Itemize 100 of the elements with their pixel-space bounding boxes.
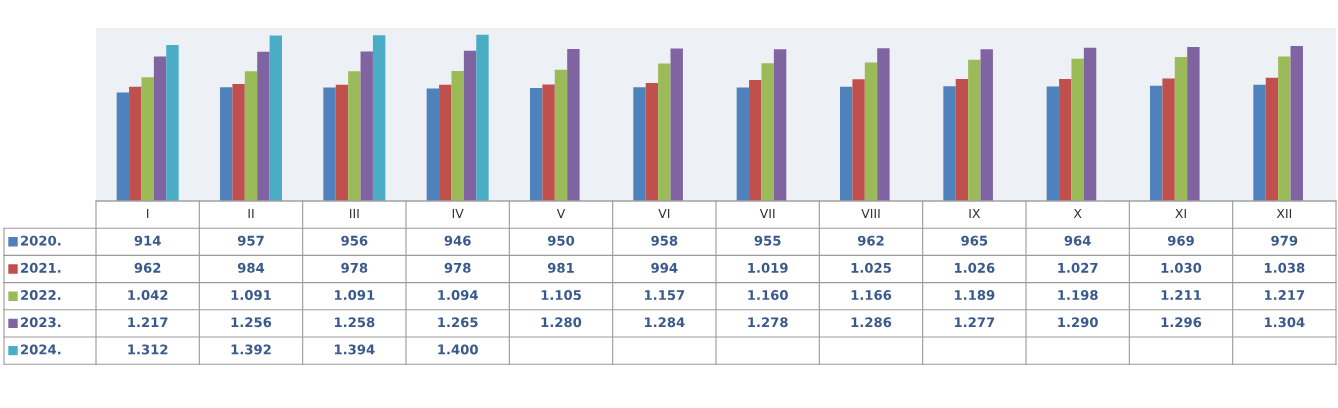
data-label: 958 (651, 235, 678, 246)
data-label: 1.277 (954, 317, 995, 328)
bar (542, 84, 555, 201)
data-label: 1.094 (438, 290, 478, 301)
legend-label: 2024. (21, 344, 61, 355)
bar (323, 87, 336, 201)
x-tick-label: XI (1175, 208, 1186, 219)
x-tick-label: VII (759, 208, 775, 219)
bar (955, 79, 969, 201)
data-label: 1.091 (231, 290, 271, 301)
data-label: 1.166 (851, 290, 892, 301)
data-label: 1.258 (334, 317, 375, 328)
data-label: 1.265 (438, 317, 478, 328)
bar (360, 51, 373, 201)
data-label: 962 (134, 262, 161, 273)
data-label: 1.019 (748, 262, 788, 273)
legend-label: 2023. (21, 317, 61, 328)
data-label: 914 (134, 235, 161, 246)
data-label: 957 (237, 235, 264, 246)
bar (372, 35, 386, 201)
bar (943, 86, 956, 201)
data-label: 1.280 (541, 317, 582, 328)
bar (1187, 47, 1200, 201)
bar (426, 88, 440, 201)
bar (335, 84, 349, 201)
data-label: 969 (1167, 235, 1194, 246)
data-label: 1.157 (644, 290, 685, 301)
bar (761, 63, 774, 201)
bar (257, 51, 270, 201)
bar (658, 63, 671, 201)
bar (269, 35, 282, 201)
bar (244, 71, 258, 201)
x-tick-label: XII (1276, 208, 1292, 219)
data-label: 1.198 (1058, 290, 1098, 301)
data-label: 1.278 (748, 317, 788, 328)
data-label: 964 (1064, 235, 1091, 246)
bar (530, 88, 543, 201)
bar (232, 84, 245, 201)
x-tick-label: X (1073, 208, 1082, 219)
bar (852, 79, 865, 201)
bar (348, 71, 361, 201)
data-label: 1.042 (128, 290, 168, 301)
data-label: 978 (341, 262, 368, 273)
data-label: 946 (444, 235, 471, 246)
data-label: 1.392 (231, 344, 271, 355)
bar (773, 49, 787, 201)
x-tick-label: V (556, 208, 566, 219)
bar (1046, 86, 1060, 201)
bar (1071, 58, 1084, 201)
bar (439, 84, 452, 201)
bar (1162, 78, 1175, 201)
x-tick-label: IX (969, 208, 981, 219)
data-label: 950 (547, 235, 575, 246)
data-label: 984 (237, 262, 265, 273)
bar (554, 69, 568, 201)
data-label: 956 (341, 235, 368, 246)
data-label: 1.160 (748, 290, 788, 301)
bar (1253, 84, 1266, 201)
legend-label: 2021. (21, 262, 61, 273)
data-label: 1.312 (128, 344, 168, 355)
bar (476, 34, 489, 201)
data-label: 965 (961, 235, 988, 246)
bar (864, 62, 878, 201)
bar (1174, 57, 1188, 201)
bar (1150, 85, 1163, 201)
data-label: 962 (857, 235, 884, 246)
bar (645, 82, 659, 201)
data-label: 1.091 (334, 290, 375, 301)
data-label: 1.400 (438, 344, 478, 355)
bar (220, 87, 233, 201)
data-label: 979 (1271, 235, 1298, 246)
bar (567, 48, 580, 201)
data-label: 1.284 (644, 317, 685, 328)
data-label: 978 (444, 262, 471, 273)
data-label: 955 (754, 235, 781, 246)
bar (153, 56, 167, 201)
x-tick-label: VIII (861, 208, 880, 219)
bar (749, 79, 762, 201)
data-label: 1.105 (541, 290, 581, 301)
bar (877, 48, 890, 201)
x-tick-label: II (248, 208, 254, 219)
bar (116, 92, 130, 201)
data-label: 1.211 (1161, 290, 1201, 300)
bar (968, 59, 981, 201)
data-label: 1.217 (128, 317, 168, 328)
data-label: 1.286 (851, 317, 892, 328)
bar (451, 71, 464, 201)
x-tick-label: IV (452, 208, 464, 219)
bar (166, 45, 179, 201)
data-label: 994 (651, 262, 678, 273)
data-label: 1.304 (1264, 317, 1305, 328)
bar (1278, 56, 1291, 201)
x-tick-label: I (147, 208, 149, 219)
bar (1265, 77, 1279, 201)
bar (1290, 46, 1303, 201)
bar (463, 50, 477, 201)
data-label: 1.189 (954, 290, 995, 301)
x-tick-label: III (350, 208, 359, 219)
bar (980, 49, 993, 201)
bar (633, 87, 646, 201)
